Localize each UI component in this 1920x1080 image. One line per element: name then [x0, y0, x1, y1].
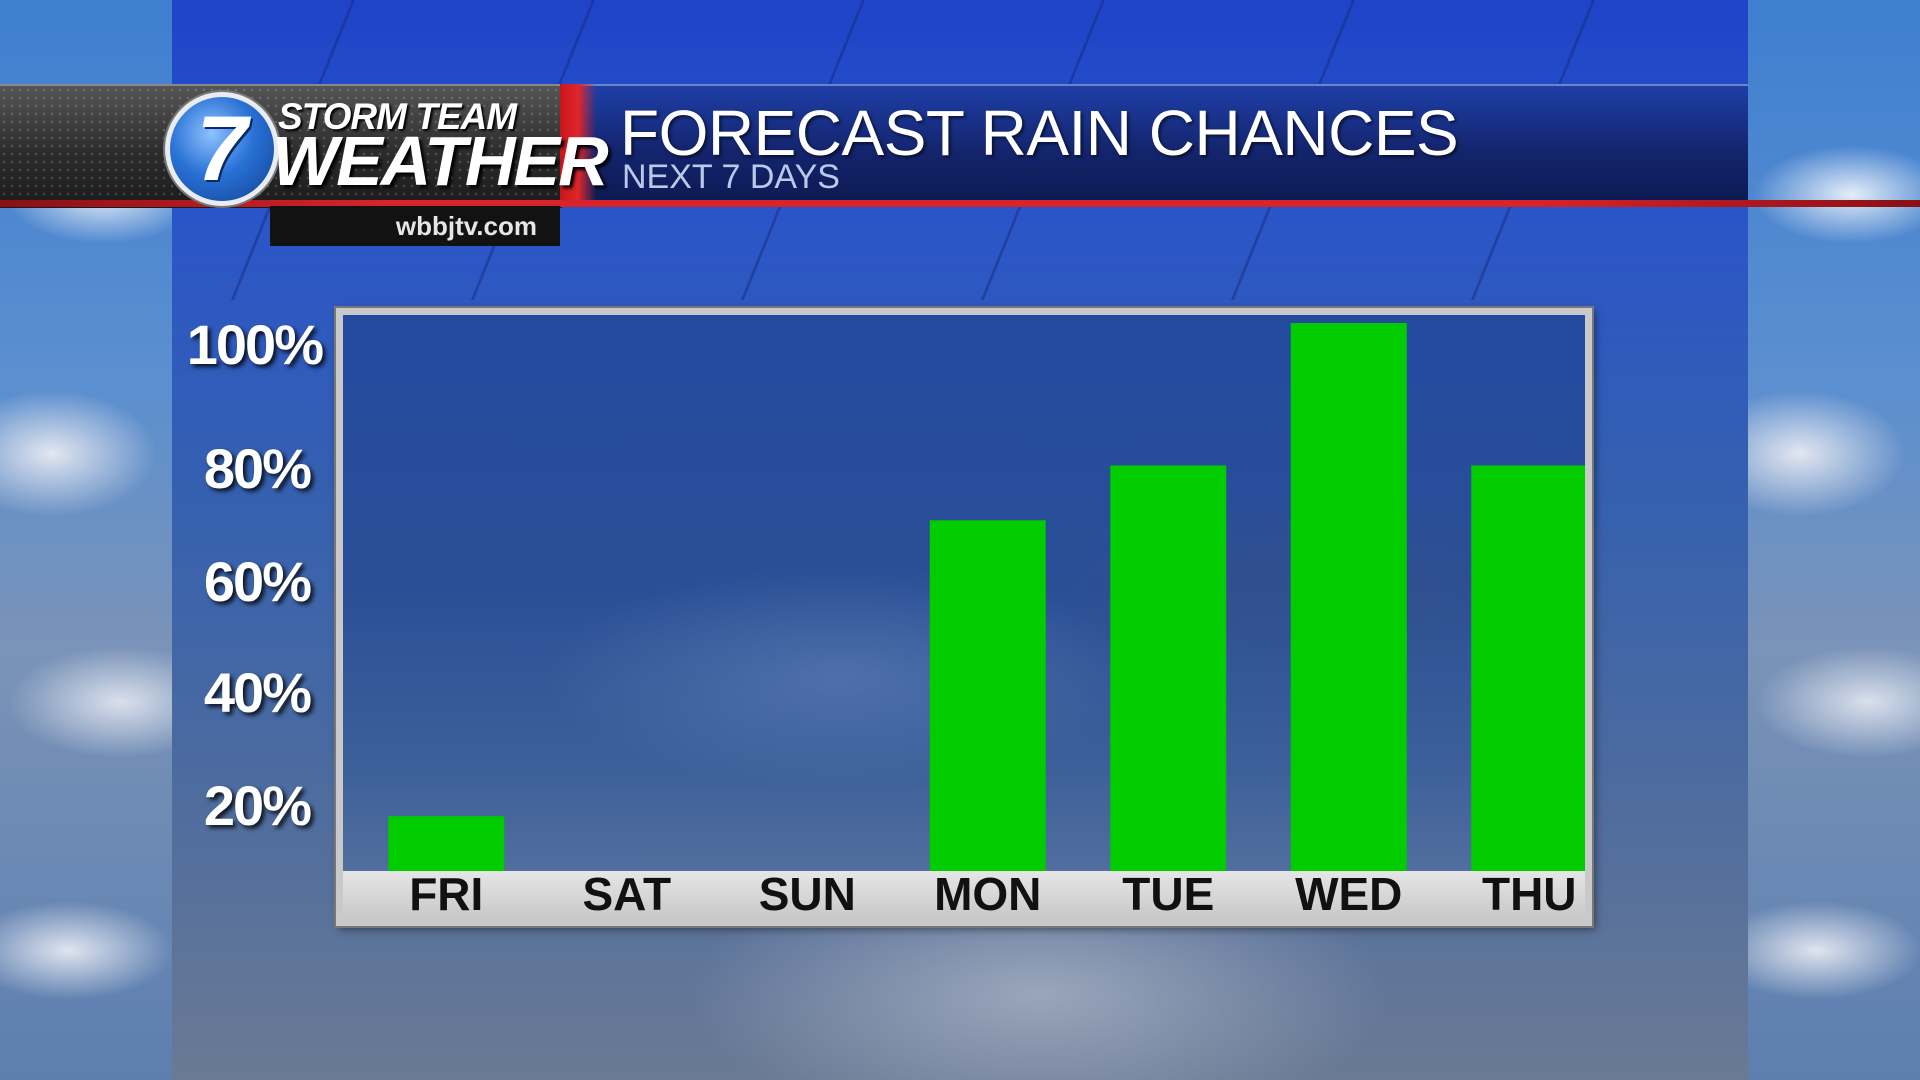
bar-wed: [1290, 323, 1407, 871]
y-tick-label: 60%: [203, 550, 312, 613]
brand-storm-team: STORM TEAM: [278, 96, 517, 137]
y-tick-label: 80%: [203, 437, 312, 500]
bar-thu: [1471, 465, 1585, 871]
title-panel: [576, 84, 1748, 202]
station-url: wbbjtv.com: [270, 206, 560, 246]
x-tick-label: TUE: [1122, 868, 1214, 919]
header-bar: 7 STORM TEAM WEATHER: [0, 84, 1920, 208]
bar-fri: [388, 816, 505, 871]
y-tick-label: 20%: [203, 774, 312, 837]
y-tick-label: 100%: [186, 313, 324, 376]
channel-7-logo-icon: 7: [165, 92, 279, 206]
y-tick-label: 40%: [203, 661, 312, 724]
logo-number: 7: [196, 98, 248, 200]
x-tick-label: FRI: [409, 868, 483, 919]
bar-mon: [929, 520, 1046, 871]
bar-tue: [1110, 465, 1227, 871]
chart-frame: FRI SAT SUN MON TUE WED THU: [336, 308, 1592, 926]
x-tick-label: SAT: [582, 868, 671, 919]
x-tick-label: WED: [1295, 868, 1402, 919]
brand-weather: WEATHER: [272, 122, 609, 200]
x-tick-label: SUN: [759, 868, 856, 919]
bar-chart: FRI SAT SUN MON TUE WED THU: [388, 323, 1585, 919]
page-title: FORECAST RAIN CHANCES: [620, 97, 1459, 169]
x-tick-label: MON: [934, 868, 1041, 919]
right-cloud-panel: [1748, 0, 1920, 1080]
page-subtitle: NEXT 7 DAYS: [622, 158, 840, 196]
logo-panel: [0, 84, 562, 208]
x-tick-label: THU: [1482, 868, 1577, 919]
red-rule: [0, 200, 1920, 207]
x-axis-strip: [343, 871, 1585, 919]
red-divider: [560, 84, 596, 206]
